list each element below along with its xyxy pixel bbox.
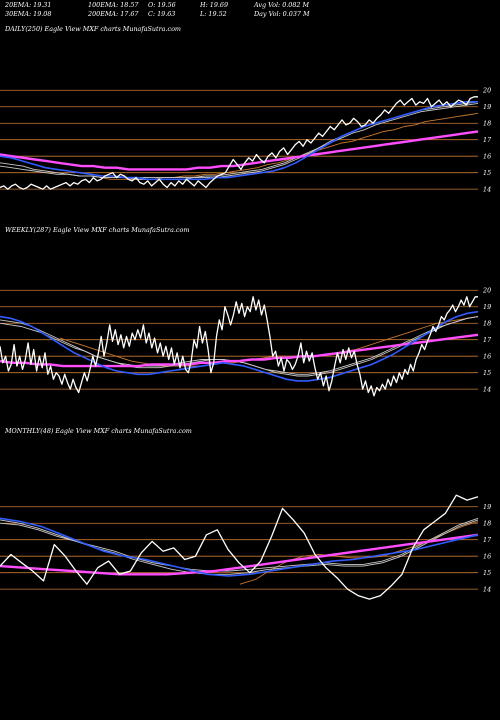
daily-ema-band-line-2 xyxy=(0,102,479,179)
weekly-tick-label: 18 xyxy=(483,319,491,327)
monthly-panel-label: MONTHLY(48) Eagle View MXF charts Munafa… xyxy=(5,427,192,435)
weekly-tick-label: 16 xyxy=(483,352,491,360)
daily-price-line xyxy=(0,96,478,190)
weekly-tick-label: 14 xyxy=(483,385,491,393)
daily-tick-label: 14 xyxy=(483,185,491,193)
monthly-tick-label: 17 xyxy=(483,536,492,544)
monthly-ema-slow-line xyxy=(0,533,479,576)
daily-tick-label: 16 xyxy=(483,152,491,160)
monthly-ema-brown-line xyxy=(239,521,479,585)
weekly-ema-brown-line xyxy=(59,316,479,367)
header-20ema: 20EMA: 19.31 xyxy=(5,1,52,9)
header-open: O: 19.56 xyxy=(148,1,176,9)
header-100ema: 100EMA: 18.57 xyxy=(88,1,139,9)
weekly-ema-fast-line xyxy=(0,310,479,382)
weekly-tick-label: 15 xyxy=(483,369,491,377)
monthly-ema-fast-line xyxy=(0,517,479,577)
header-low: L: 19.52 xyxy=(200,10,227,18)
weekly-ema-slow-line xyxy=(0,333,479,368)
monthly-tick-label: 14 xyxy=(483,585,491,593)
header-200ema: 200EMA: 17.67 xyxy=(88,10,139,18)
daily-panel-label: DAILY(250) Eagle View MXF charts MunafaS… xyxy=(5,25,181,33)
monthly-tick-label: 16 xyxy=(483,552,491,560)
header-close: C: 19.63 xyxy=(148,10,176,18)
weekly-panel-label: WEEKLY(287) Eagle View MXF charts Munafa… xyxy=(5,226,190,234)
header-high: H: 19.69 xyxy=(200,1,229,9)
daily-tick-label: 20 xyxy=(482,86,491,94)
weekly-tick-label: 17 xyxy=(483,336,492,344)
monthly-tick-label: 15 xyxy=(483,569,491,577)
daily-ema-slow-line xyxy=(0,130,479,171)
monthly-tick-label: 19 xyxy=(483,503,491,511)
weekly-tick-label: 19 xyxy=(483,303,491,311)
daily-ema-fast-line xyxy=(0,101,478,181)
header-avg-vol: Avg Vol: 0.082 M xyxy=(254,1,310,9)
weekly-price-line xyxy=(0,296,478,397)
weekly-tick-label: 20 xyxy=(482,286,491,294)
daily-tick-label: 17 xyxy=(483,136,492,144)
daily-tick-label: 19 xyxy=(483,103,491,111)
monthly-price-line xyxy=(0,494,479,600)
daily-tick-label: 15 xyxy=(483,169,491,177)
daily-tick-label: 18 xyxy=(483,119,491,127)
header-day-vol: Day Vol: 0.037 M xyxy=(254,10,310,18)
header-30ema: 30EMA: 19.08 xyxy=(5,10,52,18)
monthly-tick-label: 18 xyxy=(483,519,491,527)
